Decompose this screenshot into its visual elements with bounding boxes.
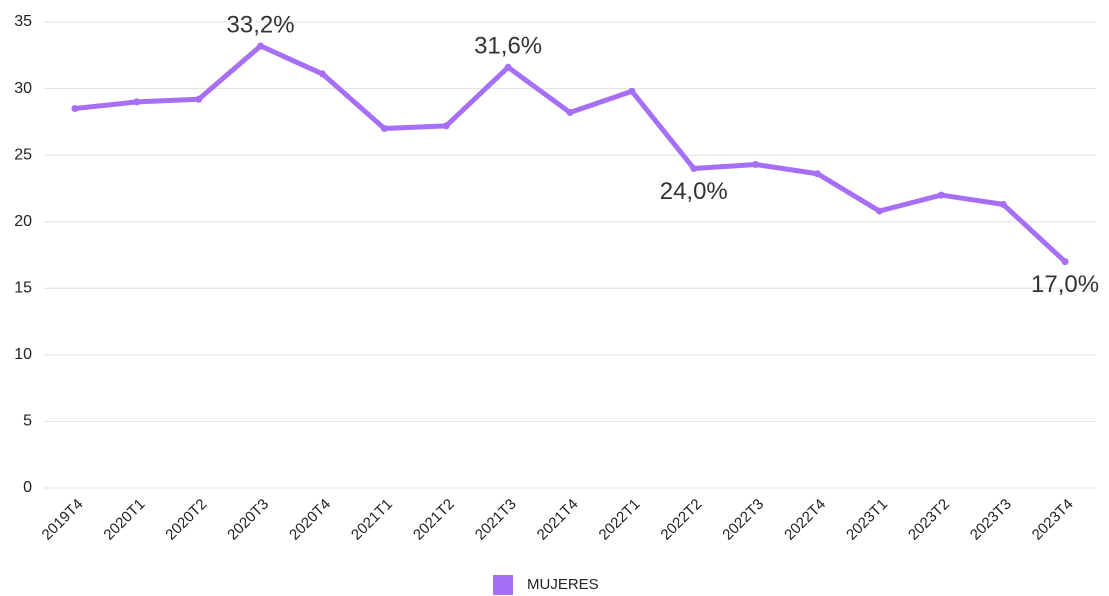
x-tick-label: 2021T3 [472, 496, 520, 544]
x-tick-label: 2022T3 [719, 496, 767, 544]
data-point [1061, 258, 1069, 266]
data-point [71, 105, 79, 113]
x-tick-label: 2019T4 [39, 496, 87, 544]
data-label: 31,6% [474, 33, 542, 60]
y-tick-label: 10 [14, 346, 32, 363]
data-point [380, 125, 388, 133]
x-tick-label: 2023T3 [967, 496, 1015, 544]
data-point [195, 95, 203, 103]
data-label: 24,0% [660, 178, 728, 205]
x-tick-label: 2020T2 [162, 496, 210, 544]
legend-label: MUJERES [527, 576, 599, 593]
data-point [318, 70, 326, 78]
data-point [628, 87, 636, 95]
x-tick-label: 2023T1 [843, 496, 891, 544]
data-point [133, 98, 141, 106]
data-point [814, 170, 822, 178]
data-point [937, 191, 945, 199]
x-tick-label: 2021T1 [348, 496, 396, 544]
y-tick-label: 15 [14, 280, 32, 297]
data-label: 17,0% [1031, 271, 1099, 298]
data-point [752, 160, 760, 168]
x-tick-label: 2022T1 [596, 496, 644, 544]
y-tick-label: 20 [14, 213, 32, 230]
y-tick-label: 5 [23, 413, 32, 430]
x-tick-label: 2022T4 [781, 496, 829, 544]
data-point [690, 164, 698, 172]
y-tick-label: 35 [14, 13, 32, 30]
data-point [999, 200, 1007, 208]
y-tick-label: 25 [14, 146, 32, 163]
x-tick-label: 2021T4 [534, 496, 582, 544]
x-tick-label: 2020T4 [286, 496, 334, 544]
data-point [504, 63, 512, 71]
x-tick-label: 2020T1 [100, 496, 148, 544]
data-line [72, 43, 1068, 265]
data-point [875, 207, 883, 215]
legend-swatch [493, 575, 513, 595]
data-point [257, 42, 265, 50]
x-tick-label: 2023T4 [1029, 496, 1077, 544]
data-point [566, 109, 574, 117]
x-tick-label: 2023T2 [905, 496, 953, 544]
data-label: 33,2% [227, 11, 295, 38]
data-point [442, 122, 450, 130]
x-tick-label: 2021T2 [410, 496, 458, 544]
y-tick-label: 30 [14, 80, 32, 97]
y-tick-label: 0 [23, 479, 32, 496]
x-tick-label: 2022T2 [657, 496, 705, 544]
x-tick-label: 2020T3 [224, 496, 272, 544]
